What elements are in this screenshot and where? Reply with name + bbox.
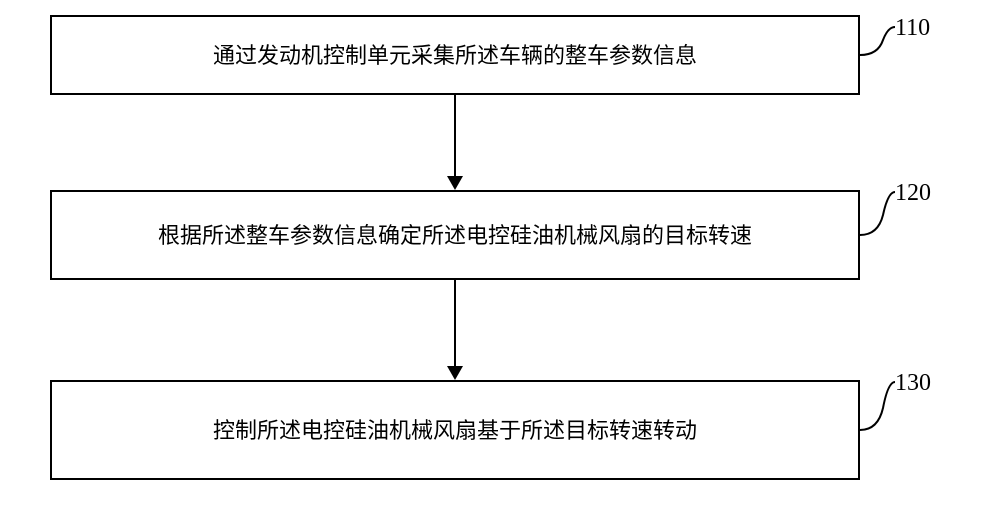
node-2-text: 根据所述整车参数信息确定所述电控硅油机械风扇的目标转速 [158,219,752,252]
arrow-1-head [447,176,463,190]
node-1-label: 110 [895,15,930,42]
flowchart-node-1: 通过发动机控制单元采集所述车辆的整车参数信息 [50,15,860,95]
node-2-label: 120 [895,180,931,207]
arrow-2-line [454,280,456,367]
node-2-connector [858,180,898,240]
node-3-text: 控制所述电控硅油机械风扇基于所述目标转速转动 [213,414,697,447]
node-1-text: 通过发动机控制单元采集所述车辆的整车参数信息 [213,39,697,72]
node-3-connector [858,370,898,435]
arrow-1-line [454,95,456,177]
arrow-2-head [447,366,463,380]
node-3-label: 130 [895,370,931,397]
flowchart-node-3: 控制所述电控硅油机械风扇基于所述目标转速转动 [50,380,860,480]
flowchart-node-2: 根据所述整车参数信息确定所述电控硅油机械风扇的目标转速 [50,190,860,280]
node-1-connector [858,15,898,65]
